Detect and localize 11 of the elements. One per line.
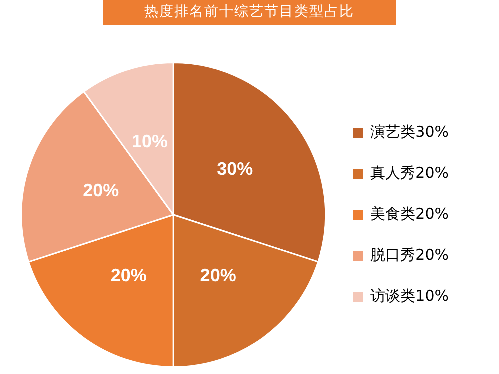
legend-label: 演艺类30% (370, 122, 450, 141)
data-label: 20% (200, 266, 236, 286)
legend-label: 脱口秀20% (370, 246, 450, 264)
chart-title: 热度排名前十综艺节目类型占比 (103, 0, 396, 25)
data-label: 30% (217, 159, 254, 180)
data-label: 20% (83, 180, 120, 200)
legend-label: 美食类20% (370, 204, 450, 223)
legend-label: 访谈类10% (370, 286, 450, 305)
legend-label: 真人秀20% (370, 164, 450, 182)
data-label: 10% (132, 132, 168, 152)
data-label: 20% (110, 266, 147, 286)
